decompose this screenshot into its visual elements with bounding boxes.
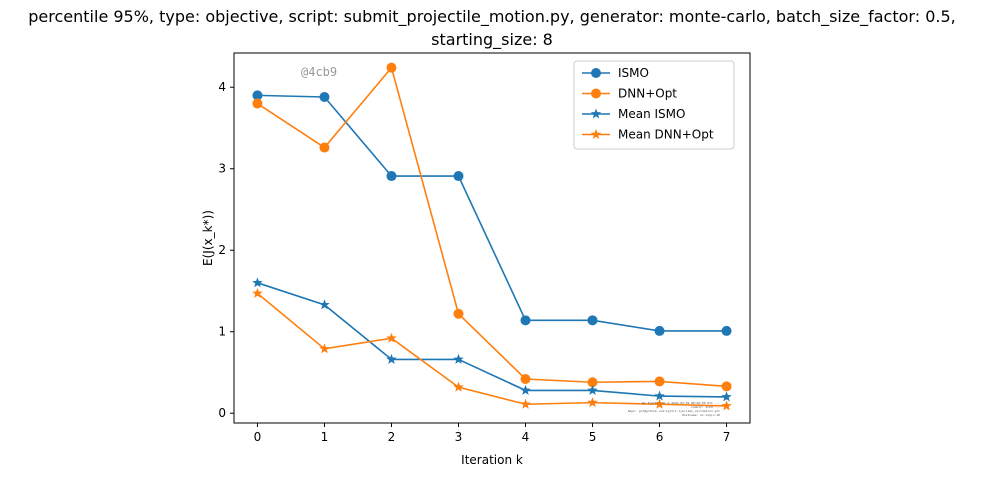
legend-label: Mean ISMO [618,107,685,121]
y-tick-label: 3 [218,162,226,176]
chart-title-line1: percentile 95%, type: objective, script:… [28,7,955,27]
legend-label: DNN+Opt [618,87,677,101]
x-tick-label: 0 [254,430,262,444]
x-tick-label: 2 [388,430,396,444]
data-point [587,397,598,408]
legend-entry: DNN+Opt [582,87,677,101]
data-point [520,398,531,409]
legend-label: ISMO [618,66,649,80]
data-point [654,325,665,336]
legend-marker [591,88,601,99]
data-point [721,400,732,411]
data-point [654,376,665,387]
series-mean-ismo [252,277,732,402]
data-point [252,90,263,101]
plot-area: 0 1 2 3 4 5 6 7 0 1 2 3 4 [218,52,751,444]
series-line [257,94,727,332]
y-tick-label: 4 [218,80,226,94]
footnote-line: Hostname: ex-login-10 [682,413,720,417]
x-tick-label: 3 [455,430,463,444]
axes-frame [233,52,751,424]
data-point [654,390,665,401]
y-tick-label: 1 [218,325,226,339]
data-point [453,171,464,182]
x-tick-label: 7 [723,430,731,444]
data-point [252,287,263,298]
data-point [252,277,263,288]
series-ismo [252,90,732,336]
watermark: @4cb9 [301,65,337,79]
data-point [319,299,330,310]
data-point [453,381,464,392]
data-point [721,391,732,402]
data-point [587,377,598,388]
data-point [654,398,665,409]
series-dnn-opt [252,62,732,392]
footnote: By Kjetil Lye @ 2020-02-09 00:00:00 UTC … [628,401,720,417]
data-point [453,353,464,364]
x-tick-label: 5 [589,430,597,444]
legend-marker [590,108,602,119]
legend-marker [590,129,602,139]
x-axis-label: Iteration k [461,453,523,467]
data-point [252,98,263,109]
data-point [520,373,531,384]
data-point [520,315,531,326]
legend-label: Mean DNN+Opt [618,128,714,142]
data-point [386,332,397,343]
data-point [453,308,464,319]
x-tick-label: 1 [321,430,329,444]
series-line [257,65,727,388]
y-tick-label: 0 [218,406,226,420]
data-point [319,142,330,153]
series-line [257,282,727,398]
data-point [721,325,732,336]
data-point [319,92,330,103]
data-point [319,343,330,354]
y-axis-label: E(J(x_k*)) [201,210,215,266]
series-line [256,292,727,407]
x-tick-label: 4 [522,430,530,444]
data-point [386,171,397,182]
legend-entry: ISMO [582,66,649,80]
footnote-line: Commit: 4cb9 ... [691,405,720,409]
footnote-line: By Kjetil Lye @ 2020-02-09 00:00:00 UTC … [642,401,720,405]
data-point [520,384,531,395]
legend-entry: Mean ISMO [582,107,685,121]
legend: ISMO DNN+Opt Mean ISMO Mean DNN+Opt [573,60,735,150]
series-mean-dnn-opt [252,287,732,411]
data-point [587,315,598,326]
legend-frame [573,60,735,150]
data-point [386,62,397,73]
y-tick-label: 2 [218,243,226,257]
legend-entry: Mean DNN+Opt [582,128,714,142]
chart-title-line2: starting_size: 8 [431,30,553,50]
data-point [721,381,732,392]
data-point [587,384,598,395]
footnote-line: Repo: git@github.com:kjetil-lye/ismo_val… [628,409,720,413]
data-point [386,353,397,364]
x-tick-label: 6 [656,430,664,444]
legend-marker [591,68,601,78]
